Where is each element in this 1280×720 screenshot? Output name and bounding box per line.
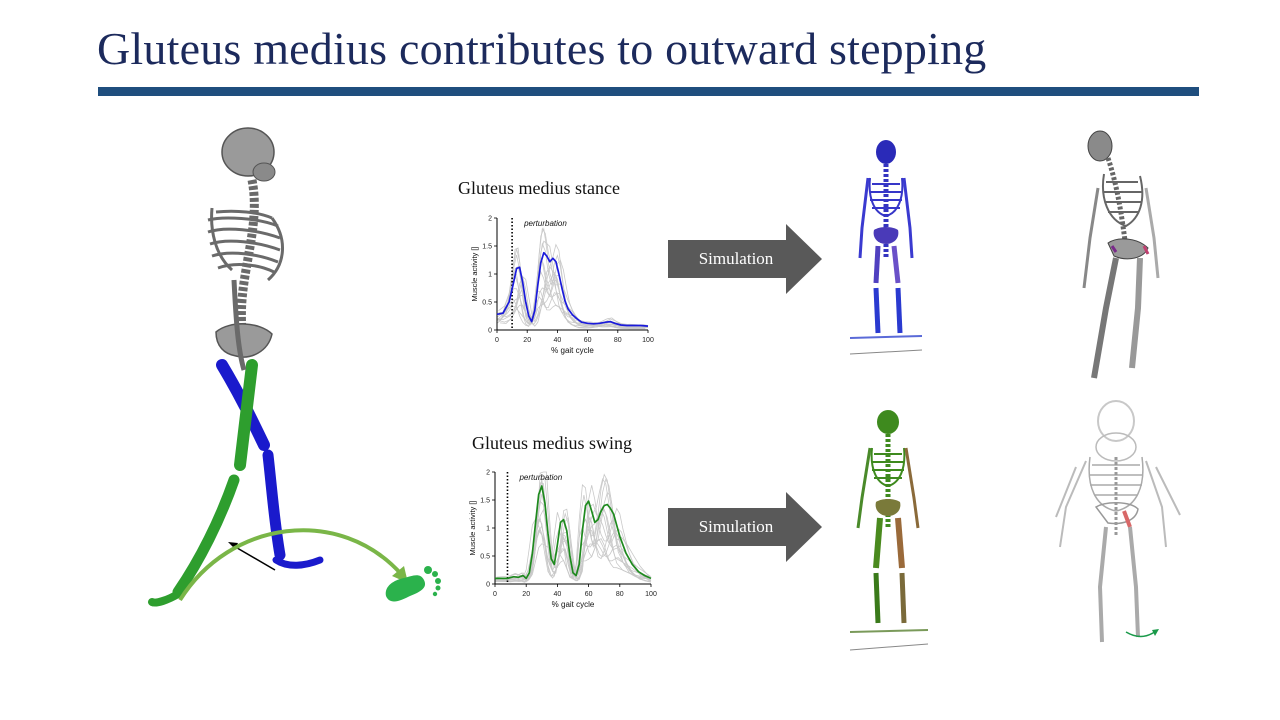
perturbation-label: perturbation: [518, 473, 562, 482]
series-line-0-0: [496, 251, 649, 327]
x-tick-label: 40: [554, 591, 562, 598]
simulated-skeleton-blue: [849, 140, 923, 355]
y-tick-label: 0: [488, 328, 492, 335]
x-tick-label: 60: [585, 591, 593, 598]
x-axis-label: % gait cycle: [552, 600, 595, 609]
simulation-arrow-bottom: Simulation: [668, 492, 822, 562]
y-tick-label: 1: [486, 526, 490, 533]
y-tick-label: 2: [486, 470, 490, 477]
chart-title-stance: Gluteus medius stance: [458, 178, 620, 198]
x-tick-label: 60: [584, 337, 592, 344]
transparent-skeleton-view: [1046, 397, 1196, 659]
y-tick-label: 1.5: [480, 498, 490, 505]
x-axis-label: % gait cycle: [551, 346, 594, 355]
stance-activity-chart: 0 20 40 60 80 100 0 0.5 1 1.5 2 % gait cycle Muscle …: [470, 216, 654, 356]
background-trace: [496, 471, 652, 581]
y-tick-label: 1: [488, 272, 492, 279]
x-tick-label: 100: [642, 337, 654, 344]
grey-skeleton-rear-view: [1082, 130, 1160, 379]
footprint-icon: [385, 566, 441, 602]
x-tick-label: 0: [495, 337, 499, 344]
x-tick-label: 20: [522, 591, 530, 598]
y-tick-label: 0.5: [480, 554, 490, 561]
y-axis-label: Muscle activity []: [470, 246, 479, 301]
x-tick-label: 80: [616, 591, 624, 598]
simulation-arrow-top: Simulation: [668, 224, 822, 294]
y-tick-label: 2: [488, 216, 492, 223]
x-tick-label: 0: [493, 591, 497, 598]
background-trace: [498, 242, 649, 328]
slide-title: Gluteus medius contributes to outward st…: [97, 23, 987, 74]
x-tick-label: 40: [554, 337, 562, 344]
background-trace: [499, 265, 649, 329]
background-trace: [496, 270, 649, 329]
walking-skeleton-illustration: [148, 127, 408, 607]
x-tick-label: 80: [614, 337, 622, 344]
series-line-1-0: [495, 485, 652, 580]
swing-activity-chart: 0 20 40 60 80 100 0 0.5 1 1.5 2 % gait cycle Muscle …: [468, 470, 657, 610]
chart-title-swing: Gluteus medius swing: [472, 433, 632, 453]
x-tick-label: 20: [523, 337, 531, 344]
perturbation-label: perturbation: [523, 219, 567, 228]
simulated-skeleton-green: [849, 410, 929, 651]
simulation-label-bottom: Simulation: [699, 517, 774, 536]
y-axis-label: Muscle activity []: [468, 500, 477, 555]
y-tick-label: 1.5: [482, 244, 492, 251]
simulation-label-top: Simulation: [699, 249, 774, 268]
x-tick-label: 100: [645, 591, 657, 598]
title-underline: [98, 87, 1199, 96]
y-tick-label: 0: [486, 582, 490, 589]
background-trace: [496, 279, 649, 329]
y-tick-label: 0.5: [482, 300, 492, 307]
